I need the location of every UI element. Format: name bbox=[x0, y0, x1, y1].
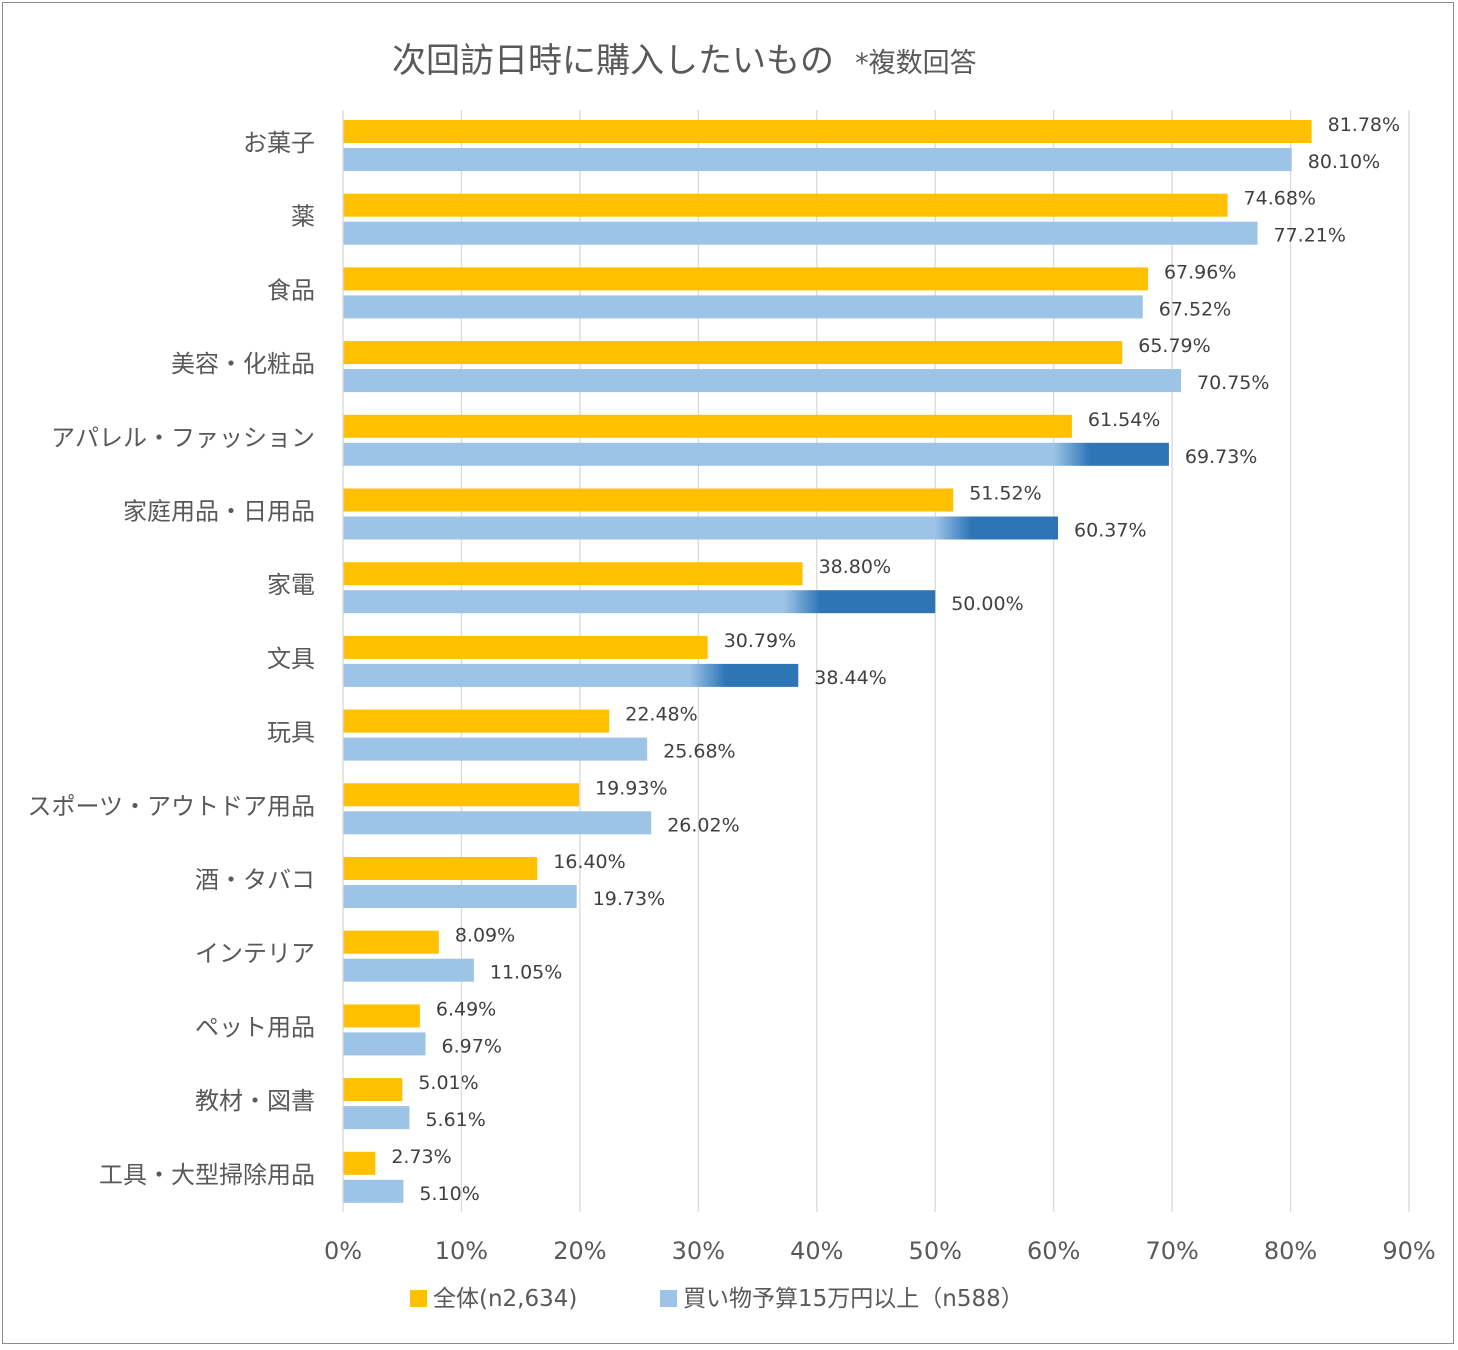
bar-high-budget bbox=[343, 885, 577, 908]
bar-high-budget bbox=[343, 663, 799, 687]
category-label: 酒・タバコ bbox=[195, 866, 315, 894]
value-label-overall: 6.49% bbox=[436, 998, 496, 1020]
bar-high-budget bbox=[343, 1106, 410, 1130]
value-label-overall: 61.54% bbox=[1088, 409, 1160, 431]
chart-title: 次回訪日時に購入したいもの *複数回答 bbox=[392, 41, 977, 81]
bar-overall bbox=[343, 488, 954, 512]
value-label-high-budget: 25.68% bbox=[663, 741, 735, 763]
category-label: インテリア bbox=[195, 940, 315, 968]
value-label-high-budget: 80.10% bbox=[1308, 151, 1380, 173]
bar-overall bbox=[343, 120, 1312, 143]
category-label: 文具 bbox=[267, 645, 315, 673]
x-tick-label: 90% bbox=[1382, 1237, 1435, 1265]
value-label-overall: 2.73% bbox=[391, 1146, 451, 1168]
bar-overall bbox=[343, 930, 439, 954]
value-label-high-budget: 70.75% bbox=[1197, 372, 1269, 394]
legend: 全体(n2,634) 買い物予算15万円以上（n588） bbox=[410, 1286, 1024, 1312]
bar-high-budget bbox=[343, 221, 1258, 245]
value-label-high-budget: 38.44% bbox=[814, 667, 886, 689]
category-label: 家電 bbox=[267, 571, 315, 599]
bar-overall bbox=[343, 635, 708, 659]
bar-overall bbox=[343, 709, 610, 733]
value-label-high-budget: 5.10% bbox=[419, 1183, 479, 1205]
chart-subtitle: *複数回答 bbox=[855, 48, 977, 79]
value-label-high-budget: 60.37% bbox=[1074, 520, 1146, 542]
x-tick-label: 60% bbox=[1027, 1237, 1080, 1265]
x-tick-label: 40% bbox=[790, 1237, 843, 1265]
category-label: 玩具 bbox=[267, 719, 315, 747]
value-label-overall: 22.48% bbox=[625, 704, 697, 726]
legend-label-overall: 全体(n2,634) bbox=[433, 1286, 577, 1312]
bar-high-budget bbox=[343, 295, 1143, 319]
value-labels: 81.78% 80.10% 74.68% 77.21% 67.96% 67.52% 65.7… bbox=[391, 114, 1400, 1205]
x-tick-label: 70% bbox=[1145, 1237, 1198, 1265]
bar-overall bbox=[343, 1151, 376, 1175]
category-label: スポーツ・アウトドア用品 bbox=[27, 792, 315, 820]
value-label-high-budget: 67.52% bbox=[1159, 298, 1231, 320]
bar-high-budget bbox=[343, 369, 1181, 393]
value-label-high-budget: 77.21% bbox=[1274, 225, 1346, 247]
bar-overall bbox=[343, 193, 1228, 217]
x-tick-label: 0% bbox=[324, 1237, 362, 1265]
value-label-overall: 74.68% bbox=[1244, 188, 1316, 210]
value-label-overall: 38.80% bbox=[819, 556, 891, 578]
bar-high-budget bbox=[343, 1179, 404, 1203]
value-label-overall: 81.78% bbox=[1328, 114, 1400, 136]
value-label-high-budget: 5.61% bbox=[425, 1109, 485, 1131]
category-label: アパレル・ファッション bbox=[51, 424, 315, 452]
bar-overall bbox=[343, 562, 803, 586]
bar-overall bbox=[343, 1078, 403, 1102]
value-label-overall: 30.79% bbox=[724, 630, 796, 652]
category-label: 家庭用品・日用品 bbox=[123, 498, 315, 526]
bar-high-budget bbox=[343, 1032, 426, 1056]
value-label-overall: 19.93% bbox=[595, 777, 667, 799]
bar-overall bbox=[343, 1004, 420, 1028]
category-label: 教材・図書 bbox=[195, 1087, 315, 1115]
value-label-overall: 16.40% bbox=[553, 851, 625, 873]
bar-overall bbox=[343, 857, 538, 880]
value-label-overall: 67.96% bbox=[1164, 261, 1236, 283]
bar-high-budget bbox=[343, 148, 1292, 171]
x-tick-label: 80% bbox=[1264, 1237, 1317, 1265]
x-tick-label: 20% bbox=[553, 1237, 606, 1265]
category-label: 美容・化粧品 bbox=[171, 350, 315, 378]
x-tick-label: 10% bbox=[435, 1237, 488, 1265]
bars bbox=[343, 120, 1312, 1203]
chart-title-main: 次回訪日時に購入したいもの bbox=[392, 41, 834, 81]
bar-overall bbox=[343, 267, 1148, 291]
category-label: 工具・大型掃除用品 bbox=[99, 1161, 315, 1189]
value-label-high-budget: 26.02% bbox=[667, 814, 739, 836]
legend-label-high-budget: 買い物予算15万円以上（n588） bbox=[683, 1286, 1024, 1312]
bar-high-budget bbox=[343, 516, 1059, 540]
value-label-high-budget: 50.00% bbox=[951, 593, 1023, 615]
legend-swatch-high-budget bbox=[660, 1290, 677, 1307]
bar-high-budget bbox=[343, 737, 648, 761]
category-label: 薬 bbox=[291, 203, 315, 231]
value-label-overall: 51.52% bbox=[969, 483, 1041, 505]
bar-high-budget bbox=[343, 442, 1169, 466]
x-tick-label: 50% bbox=[909, 1237, 962, 1265]
x-tick-label: 30% bbox=[672, 1237, 725, 1265]
value-label-overall: 5.01% bbox=[418, 1072, 478, 1094]
value-label-overall: 65.79% bbox=[1138, 335, 1210, 357]
gridlines bbox=[460, 110, 1410, 1212]
category-label: お菓子 bbox=[243, 129, 315, 157]
value-label-high-budget: 19.73% bbox=[593, 888, 665, 910]
bar-overall bbox=[343, 341, 1123, 365]
legend-swatch-overall bbox=[410, 1290, 427, 1307]
value-label-high-budget: 69.73% bbox=[1185, 446, 1257, 468]
bar-high-budget bbox=[343, 811, 652, 835]
bar-high-budget bbox=[343, 958, 474, 982]
bar-high-budget bbox=[343, 590, 936, 614]
bar-overall bbox=[343, 414, 1072, 438]
axes: 0% 10% 20% 30% 40% 50% 60% 70% 80% 90% お菓子薬食品美容・化粧… bbox=[27, 110, 1436, 1265]
bar-overall bbox=[343, 783, 580, 807]
value-label-overall: 8.09% bbox=[455, 925, 515, 947]
value-label-high-budget: 11.05% bbox=[490, 962, 562, 984]
value-label-high-budget: 6.97% bbox=[442, 1035, 502, 1057]
category-label: ペット用品 bbox=[195, 1013, 315, 1041]
category-label: 食品 bbox=[267, 276, 315, 304]
